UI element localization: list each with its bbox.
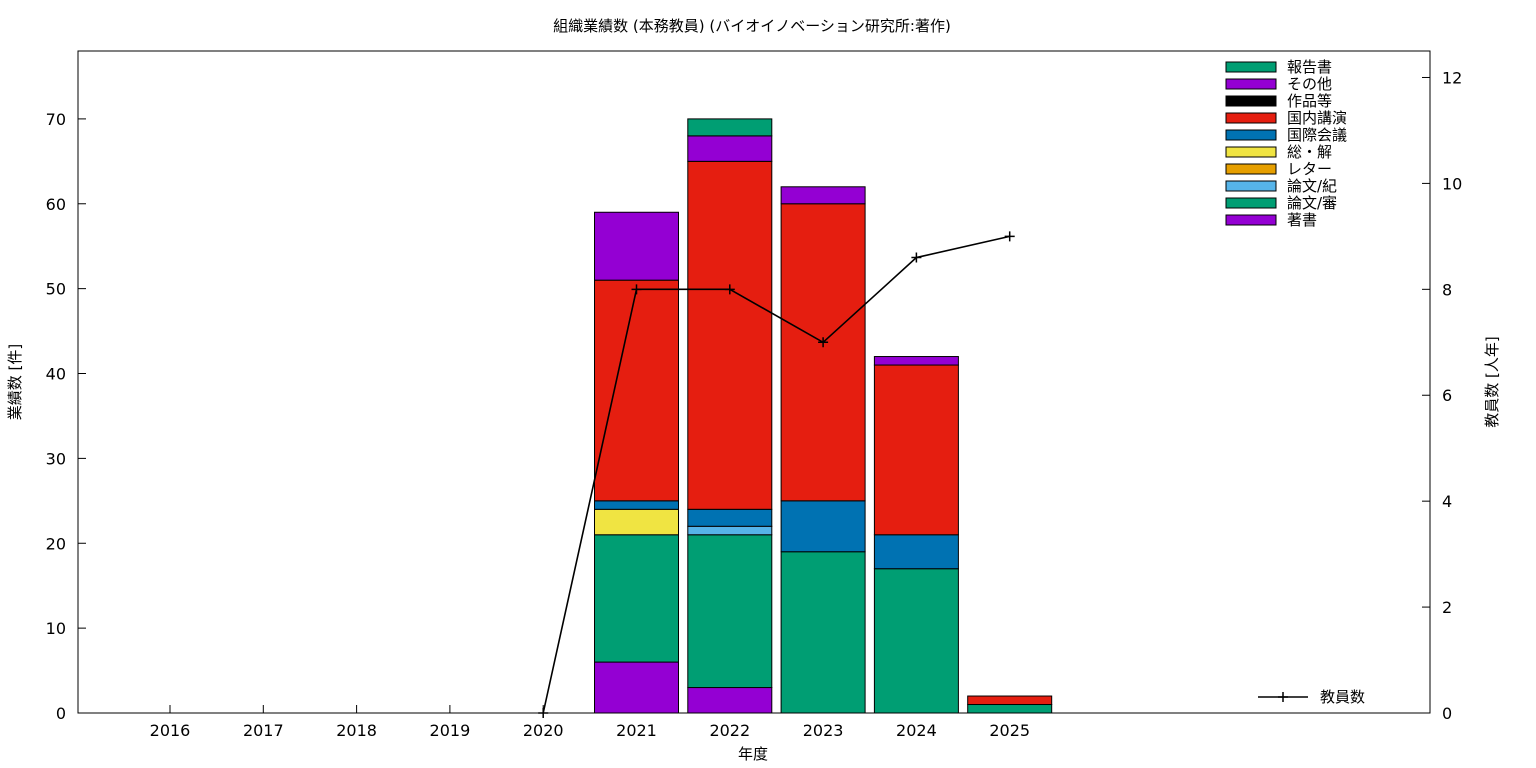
bar-segment <box>594 534 679 663</box>
bar-segment <box>687 135 773 162</box>
bar-segment <box>780 203 866 502</box>
y2-tick-label: 4 <box>1442 492 1452 511</box>
x-tick-label: 2020 <box>523 721 564 740</box>
legend-label: 論文/審 <box>1287 194 1337 212</box>
bar-stacks <box>594 118 1053 714</box>
legend-label: 著書 <box>1287 211 1317 229</box>
legend-label: 作品等 <box>1287 92 1332 110</box>
bar-segment <box>780 551 866 714</box>
legend-label: レター <box>1287 160 1332 178</box>
bar-segment <box>594 508 679 536</box>
y-tick-label: 10 <box>46 619 66 638</box>
staff-line-point <box>724 284 735 295</box>
y-axis-ticks: 0 10 20 30 40 50 60 70 <box>46 110 86 723</box>
x-tick-label: 2022 <box>709 721 750 740</box>
bar-segment <box>687 534 773 689</box>
bar-segment <box>594 279 679 502</box>
bar-segment <box>967 695 1053 706</box>
y-tick-label: 20 <box>46 534 66 553</box>
y2-axis-ticks: 0 2 4 6 8 10 12 <box>1422 68 1462 723</box>
bar-segment <box>594 661 679 714</box>
legend-label: 総・解 <box>1287 143 1332 161</box>
bar-segment <box>873 568 959 714</box>
y2-tick-label: 0 <box>1442 704 1452 723</box>
legend-label: 国内講演 <box>1287 109 1347 127</box>
legend-swatch <box>1225 129 1277 141</box>
legend-swatch <box>1225 112 1277 124</box>
staff-line-path <box>542 235 1010 714</box>
x-axis-title: 年度 <box>738 745 768 763</box>
y-axis-title: 業績数 [件] <box>6 344 24 420</box>
bar-segment <box>594 500 679 510</box>
bar-segment <box>873 356 959 366</box>
staff-line-point <box>631 284 642 295</box>
bar-segment <box>687 508 773 527</box>
y-tick-label: 60 <box>46 195 66 214</box>
x-tick-label: 2025 <box>989 721 1030 740</box>
chart-title: 組織業績数 (本務教員) (バイオイノベーション研究所:著作) <box>553 17 951 35</box>
staff-line-point <box>911 252 922 263</box>
legend-label: 国際会議 <box>1287 126 1347 144</box>
y-tick-label: 70 <box>46 110 66 129</box>
bar-segment <box>687 525 773 536</box>
y2-tick-label: 2 <box>1442 598 1452 617</box>
bar-segment <box>594 211 679 281</box>
bar-segment <box>687 687 773 714</box>
legend-line-marker <box>1278 692 1288 702</box>
legend-swatch <box>1225 163 1277 175</box>
legend-swatch <box>1225 146 1277 158</box>
y2-tick-label: 12 <box>1442 68 1462 87</box>
bar-segment <box>687 118 773 137</box>
legend-label: 教員数 <box>1320 688 1365 706</box>
y2-tick-label: 8 <box>1442 280 1452 299</box>
legend-swatch <box>1225 78 1277 90</box>
x-tick-label: 2021 <box>616 721 657 740</box>
x-tick-label: 2018 <box>336 721 377 740</box>
x-tick-label: 2017 <box>243 721 284 740</box>
staff-line <box>538 231 1015 718</box>
bar-segment <box>780 500 866 553</box>
legend-swatch <box>1225 214 1277 226</box>
y-tick-label: 30 <box>46 449 66 468</box>
legend-label: 報告書 <box>1287 58 1332 76</box>
legend-label: 論文/紀 <box>1287 177 1337 195</box>
bar-segment <box>780 186 866 205</box>
x-tick-label: 2024 <box>896 721 937 740</box>
legend-swatch <box>1225 180 1277 192</box>
bar-segment <box>687 160 773 510</box>
x-axis-ticks: 2016 2017 2018 2019 2020 2021 2022 2023 2024 2025 <box>150 705 1030 740</box>
legend-swatch <box>1225 61 1277 73</box>
x-tick-label: 2019 <box>430 721 471 740</box>
x-tick-label: 2016 <box>150 721 191 740</box>
y-tick-label: 50 <box>46 280 66 299</box>
y2-axis-title: 教員数 [人年] <box>1483 336 1501 427</box>
legend-swatch <box>1225 95 1277 107</box>
staff-line-point <box>818 337 829 348</box>
staff-line-point <box>538 708 549 718</box>
y-tick-label: 40 <box>46 365 66 384</box>
y2-tick-label: 10 <box>1442 174 1462 193</box>
y2-tick-label: 6 <box>1442 386 1452 405</box>
legend-label: その他 <box>1287 75 1332 93</box>
bar-segment <box>873 364 959 536</box>
legend-swatch <box>1225 197 1277 209</box>
y-tick-label: 0 <box>56 704 66 723</box>
x-tick-label: 2023 <box>803 721 844 740</box>
staff-line-point <box>1004 231 1015 242</box>
bar-segment <box>967 704 1053 714</box>
bar-segment <box>873 534 959 570</box>
